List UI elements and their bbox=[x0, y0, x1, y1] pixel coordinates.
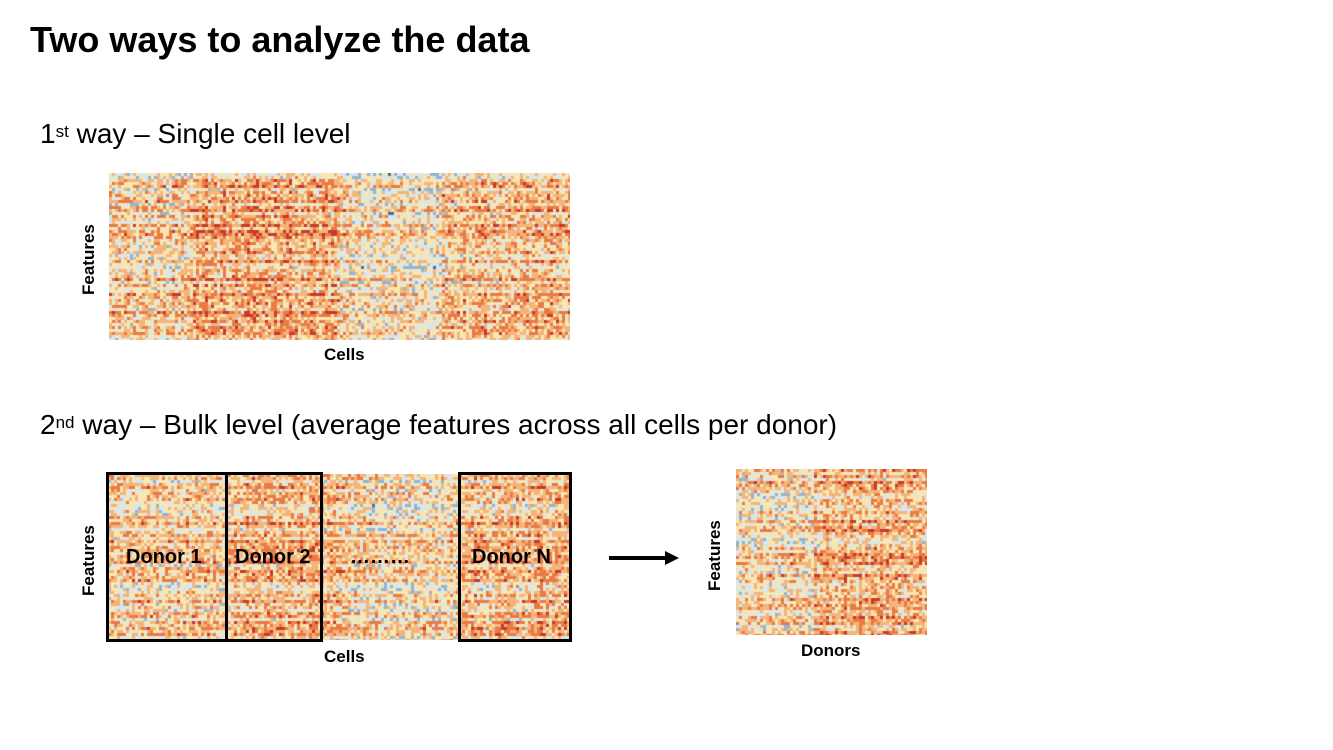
section-2-heading: 2nd way – Bulk level (average features a… bbox=[40, 407, 837, 443]
section-1-ordinal: st bbox=[55, 122, 69, 141]
donor-2-box bbox=[225, 472, 323, 642]
heatmap-3-ylabel: Features bbox=[705, 520, 724, 591]
heatmap-1-xlabel: Cells bbox=[324, 345, 365, 364]
donor-2-label: Donor 2 bbox=[235, 546, 311, 568]
section-2-text: way – Bulk level (average features acros… bbox=[74, 409, 838, 440]
donor-ellipsis-label: ……… bbox=[350, 546, 410, 568]
bulk-cells-heatmap bbox=[108, 474, 570, 640]
heatmap-3-xlabel: Donors bbox=[801, 641, 861, 660]
single-cell-heatmap bbox=[109, 173, 570, 340]
donor-1-label: Donor 1 bbox=[126, 546, 202, 568]
arrow-right-icon bbox=[609, 551, 679, 565]
donor-level-heatmap bbox=[736, 469, 927, 635]
section-1-text: way – Single cell level bbox=[68, 118, 351, 149]
section-2-ordinal: nd bbox=[55, 413, 75, 432]
heatmap-1-ylabel: Features bbox=[79, 224, 98, 295]
donor-n-box bbox=[458, 472, 572, 642]
slide-title: Two ways to analyze the data bbox=[30, 19, 530, 60]
heatmap-2-ylabel: Features bbox=[79, 525, 98, 596]
heatmap-2-xlabel: Cells bbox=[324, 647, 365, 666]
donor-n-label: Donor N bbox=[472, 546, 551, 568]
section-2-number: 2 bbox=[40, 409, 56, 440]
section-1-heading: 1st way – Single cell level bbox=[40, 116, 351, 152]
section-1-number: 1 bbox=[40, 118, 56, 149]
